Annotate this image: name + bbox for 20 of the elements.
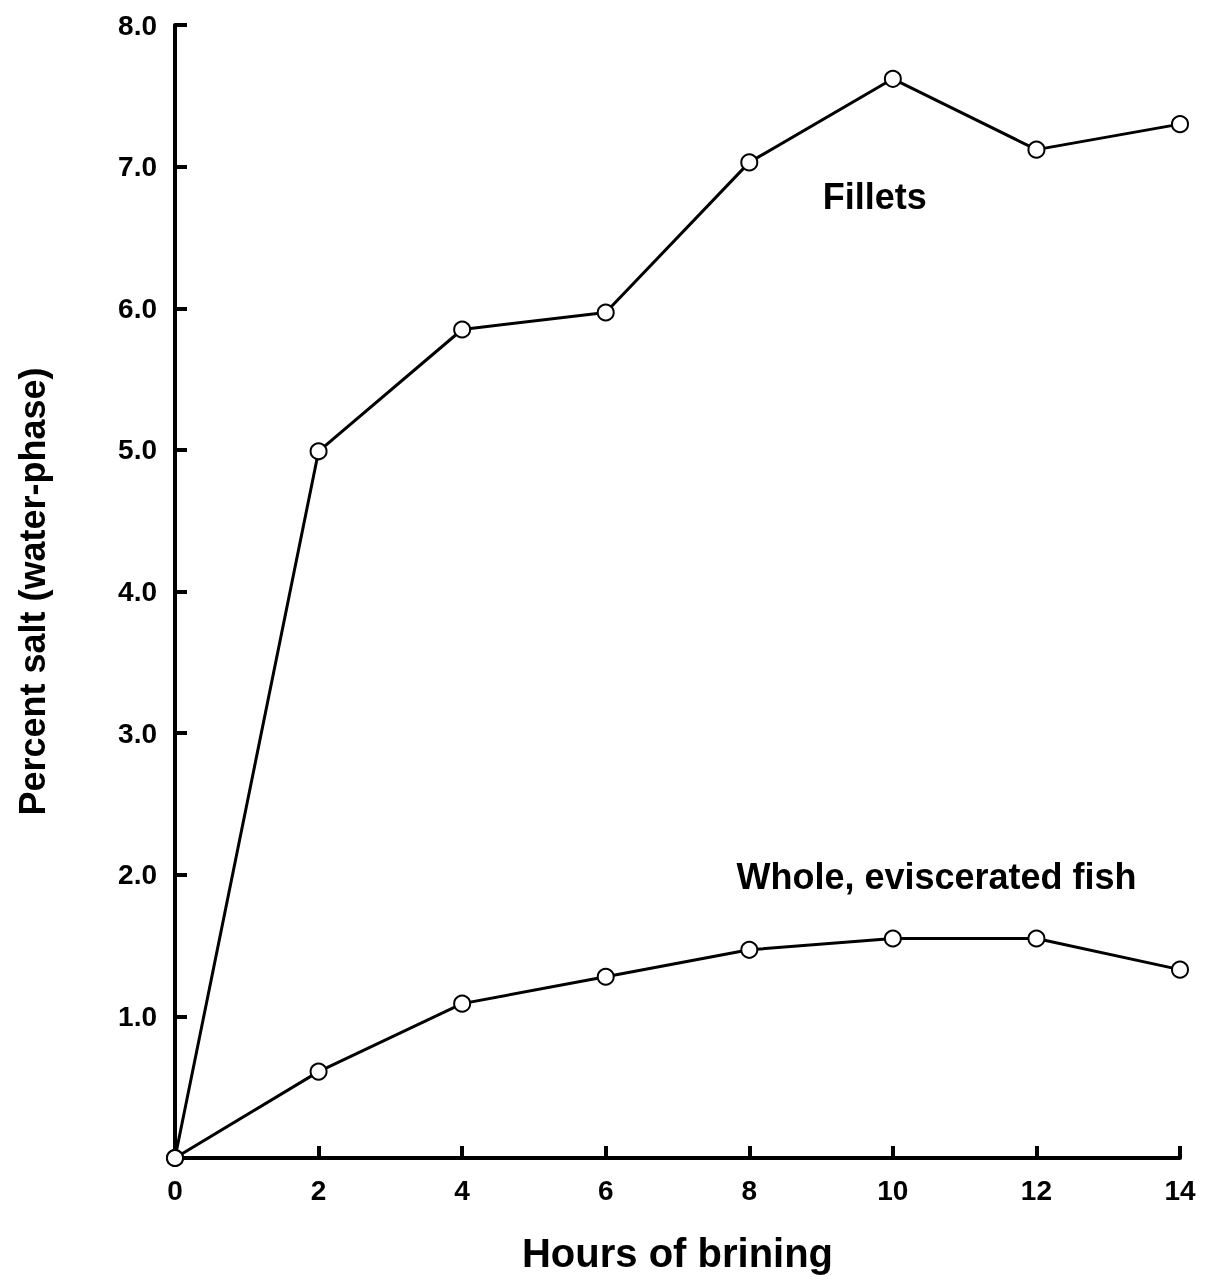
y-tick-label: 8.0 — [118, 9, 157, 41]
y-tick-label: 6.0 — [118, 292, 157, 324]
y-axis-title: Percent salt (water-phase) — [11, 367, 53, 816]
y-tick-label: 5.0 — [118, 434, 157, 466]
x-tick-label: 10 — [877, 1174, 909, 1206]
y-tick-label: 2.0 — [118, 859, 157, 891]
x-tick-label: 12 — [1020, 1174, 1053, 1206]
series-label: Whole, eviscerated fish — [736, 855, 1137, 897]
x-tick-label: 0 — [167, 1174, 183, 1206]
x-axis-title: Hours of brining — [521, 1231, 834, 1275]
x-tick-label: 8 — [741, 1174, 758, 1206]
y-tick-label: 1.0 — [118, 1000, 157, 1032]
x-tick-label: 6 — [597, 1174, 614, 1206]
series-label: Fillets — [822, 176, 927, 218]
x-tick-label: 14 — [1164, 1174, 1196, 1206]
y-tick-label: 4.0 — [118, 576, 157, 607]
y-tick-label: 3.0 — [118, 717, 157, 749]
x-tick-label: 4 — [454, 1174, 471, 1206]
x-tick-label: 2 — [310, 1174, 327, 1206]
y-tick-label: 7.0 — [118, 151, 157, 183]
